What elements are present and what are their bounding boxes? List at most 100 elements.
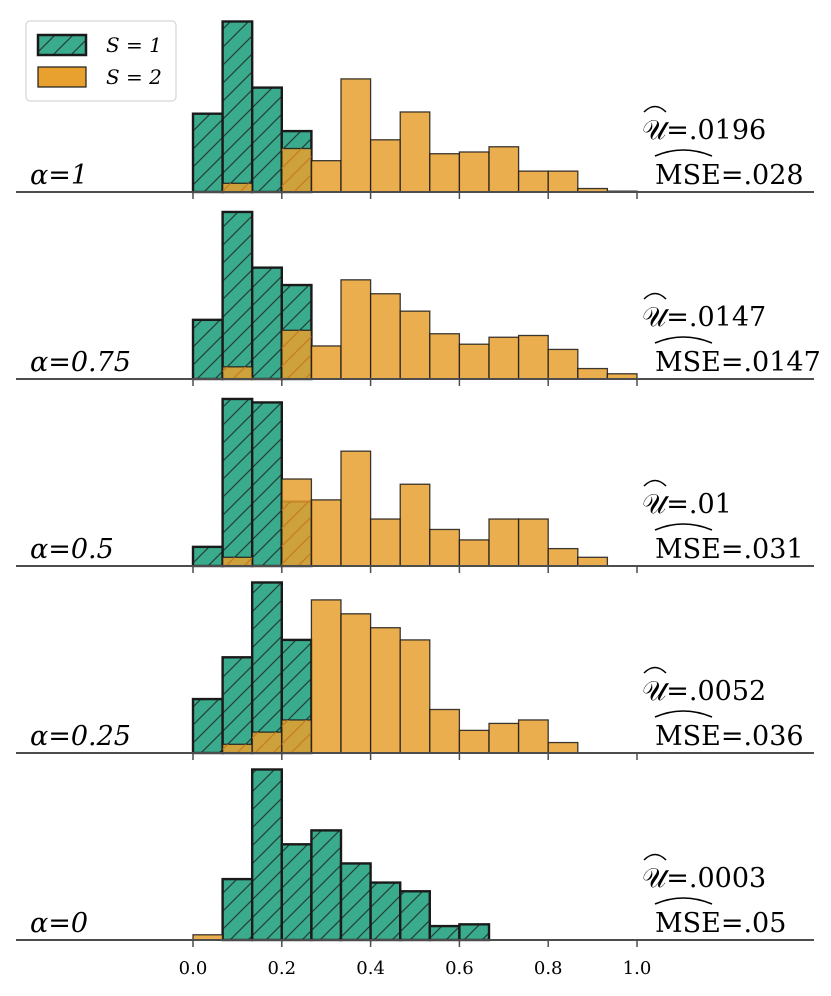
bar-s1-hatch-panel4-bin5 [340,863,371,940]
bar-s2-panel0-bin4 [310,160,342,193]
legend-label-s2: S = 2 [106,65,162,89]
bar-overlap-hatch-panel0-bin3 [281,148,312,192]
bar-s2-panel3-bin7 [399,639,431,754]
u-label-panel-3: 𝒰=.0052 [642,676,766,707]
bar-s2-panel3-bin8 [429,708,461,754]
u-label-panel-0: 𝒰=.0196 [642,115,766,146]
mse-label-panel-4: MSE=.05 [655,908,786,939]
legend-swatch-s2 [37,66,87,88]
panel-1: α=0.75 𝒰=.0147 MSE=.0147 [16,210,821,386]
bar-s2-panel1-bin6 [369,293,401,380]
bar-s2-panel0-bin10 [488,146,520,193]
bar-s2-panel2-bin12 [547,547,579,567]
bar-s2-panel1-bin13 [577,367,609,380]
bar-s2-panel2-bin11 [517,518,549,567]
bar-s2-panel0-bin6 [369,139,401,193]
bar-s2-panel1-bin12 [547,348,579,380]
mse-label-panel-1: MSE=.0147 [655,347,821,378]
bar-s2-panel0-bin7 [399,111,431,193]
u-label-panel-4: 𝒰=.0003 [642,863,766,894]
panel-3: α=0.25 𝒰=.0052 MSE=.036 [16,581,814,760]
alpha-label-panel-4: α=0 [30,908,88,939]
alpha-label-panel-2: α=0.5 [30,534,114,565]
bar-s2-panel1-bin10 [488,336,520,380]
bar-s2-panel2-bin7 [399,483,431,567]
bar-s2-panel1-bin5 [340,279,372,380]
bar-s1-hatch-panel4-bin1 [222,879,253,940]
u-hat-panel-4 [643,853,667,861]
bar-s2-panel3-bin6 [369,627,401,754]
x-axis: 0.0 0.2 0.4 0.6 0.8 1.0 [179,958,652,979]
bar-s1-hatch-panel4-bin2 [252,769,282,940]
bar-s1-hatch-panel0-bin1 [222,21,253,193]
x-tick-label-3: 0.6 [445,958,474,979]
bar-s2-panel2-bin4 [310,499,342,567]
bar-s1-hatch-panel1-bin1 [222,211,253,379]
bar-s2-panel1-bin8 [429,333,461,380]
bar-s1-hatch-panel2-bin1 [222,398,253,566]
panel-2: α=0.5 𝒰=.01 MSE=.031 [16,397,814,573]
bar-overlap-hatch-panel3-bin1 [222,744,253,753]
bar-s2-panel2-bin9 [458,539,490,567]
bar-s1-hatch-panel1-bin2 [252,267,282,379]
bar-s1-hatch-panel1-bin0 [193,319,223,379]
bar-s2-panel3-bin11 [517,719,549,754]
legend: S = 1 S = 2 [25,20,177,102]
bar-overlap-hatch-panel1-bin3 [281,330,312,379]
bar-s2-panel2-bin10 [488,518,520,567]
bar-s2-panel1-bin9 [458,343,490,380]
bar-s2-panel1-bin11 [517,334,549,380]
u-hat-panel-2 [643,479,667,487]
bar-s2-panel0-bin5 [340,78,372,193]
alpha-label-panel-1: α=0.75 [30,347,131,378]
panels-group: α=1 𝒰=.0196 MSE=.028 α=0.75 𝒰=.0147 MSE=.0147… [16,20,821,947]
bar-s2-panel2-bin6 [369,518,401,567]
bar-s2-panel3-bin10 [488,722,520,754]
bar-s2-panel1-bin7 [399,310,431,380]
bar-s1-hatch-panel4-bin3 [281,844,312,940]
bar-s2-panel3-bin9 [458,729,490,754]
bar-s1-hatch-panel4-bin7 [400,891,430,940]
bar-s2-panel2-bin13 [577,556,609,567]
mse-hat-panel-0 [654,149,713,157]
bar-s2-panel3-bin12 [547,741,579,754]
bar-s1-hatch-panel2-bin0 [193,546,223,566]
bar-s2-panel2-bin5 [340,450,372,567]
bar-s1-hatch-panel4-bin4 [311,830,341,940]
x-tick-label-5: 1.0 [623,958,652,979]
panel-4: α=0 𝒰=.0003 MSE=.05 [16,768,814,947]
x-tick-label-0: 0.0 [179,958,208,979]
bar-overlap-hatch-panel2-bin1 [222,557,253,566]
panel-0: α=1 𝒰=.0196 MSE=.028 [16,20,814,199]
u-label-panel-1: 𝒰=.0147 [642,302,766,333]
mse-hat-panel-2 [654,523,713,531]
bar-s2-panel1-bin4 [310,345,342,380]
x-tick-label-4: 0.8 [534,958,563,979]
u-hat-panel-1 [643,292,667,300]
bar-s1-hatch-panel0-bin0 [193,113,223,192]
bar-s1-hatch-panel3-bin0 [193,699,223,753]
legend-swatch-s1-hatch [38,35,86,55]
bar-overlap-hatch-panel2-bin3 [281,501,312,566]
bar-overlap-hatch-panel3-bin2 [252,732,282,753]
bar-s1-hatch-panel0-bin2 [252,87,282,192]
mse-hat-panel-1 [654,336,713,344]
legend-label-s1: S = 1 [106,33,162,57]
u-hat-panel-3 [643,666,667,674]
mse-label-panel-3: MSE=.036 [655,721,804,752]
bar-s1-hatch-panel3-bin1 [222,657,253,753]
u-hat-panel-0 [643,105,667,113]
mse-label-panel-0: MSE=.028 [655,160,804,191]
bar-s2-panel0-bin9 [458,151,490,193]
mse-label-panel-2: MSE=.031 [655,534,804,565]
bar-s1-hatch-panel4-bin6 [370,882,401,940]
bar-s2-panel0-bin11 [517,170,549,193]
x-tick-label-1: 0.2 [267,958,296,979]
x-tick-label-2: 0.4 [356,958,385,979]
bar-s2-panel3-bin4 [310,599,342,754]
bar-s2-panel0-bin12 [547,170,579,193]
alpha-label-panel-3: α=0.25 [30,721,131,752]
bar-s1-hatch-panel4-bin9 [459,924,490,940]
bar-s1-hatch-panel4-bin8 [429,926,460,940]
